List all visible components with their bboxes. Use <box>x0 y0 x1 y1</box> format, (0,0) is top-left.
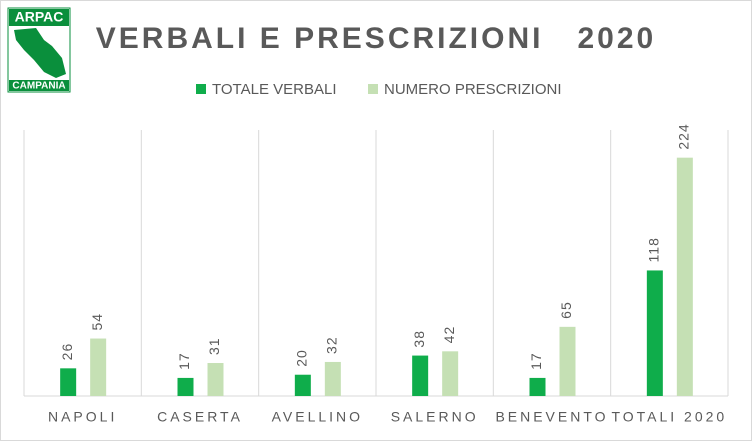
bar <box>177 377 194 396</box>
bar <box>646 270 663 396</box>
bar <box>412 355 429 396</box>
data-label: 26 <box>59 343 75 361</box>
data-label: 42 <box>441 326 457 344</box>
bar <box>60 368 77 396</box>
data-label: 65 <box>558 301 574 319</box>
legend-swatch <box>196 84 206 94</box>
bar <box>676 157 693 396</box>
data-label: 118 <box>646 237 662 262</box>
logo-band <box>9 9 69 26</box>
data-label: 54 <box>89 313 105 331</box>
x-tick-label: TOTALI 2020 <box>611 409 727 425</box>
bar <box>294 374 311 396</box>
logo-bottom: CAMPANIA <box>12 81 65 92</box>
data-label: 17 <box>528 352 544 370</box>
legend-label: TOTALE VERBALI <box>212 81 337 98</box>
bar <box>442 351 459 396</box>
data-label: 32 <box>324 336 340 354</box>
bar <box>529 377 546 396</box>
data-label: 38 <box>411 330 427 348</box>
data-label: 20 <box>294 349 310 367</box>
x-tick-label: SALERNO <box>391 409 479 425</box>
data-label: 17 <box>176 352 192 370</box>
x-tick-label: BENEVENTO <box>495 409 608 425</box>
legend-swatch <box>368 84 378 94</box>
legend-label: NUMERO PRESCRIZIONI <box>384 81 562 98</box>
logo-map <box>14 28 66 78</box>
data-label: 224 <box>676 123 692 149</box>
data-label: 31 <box>206 337 222 355</box>
chart-title: VERBALI E PRESCRIZIONI 2020 <box>96 22 656 55</box>
bar <box>559 326 576 396</box>
logo: ARPAC CAMPANIA <box>7 7 71 93</box>
bar <box>207 363 224 396</box>
x-tick-label: AVELLINO <box>272 409 363 425</box>
x-tick-label: CASERTA <box>157 409 243 425</box>
logo-top: ARPAC <box>15 9 64 25</box>
bar <box>324 361 341 396</box>
logo-band <box>9 80 69 91</box>
x-tick-label: NAPOLI <box>48 409 117 425</box>
bar <box>90 338 107 396</box>
